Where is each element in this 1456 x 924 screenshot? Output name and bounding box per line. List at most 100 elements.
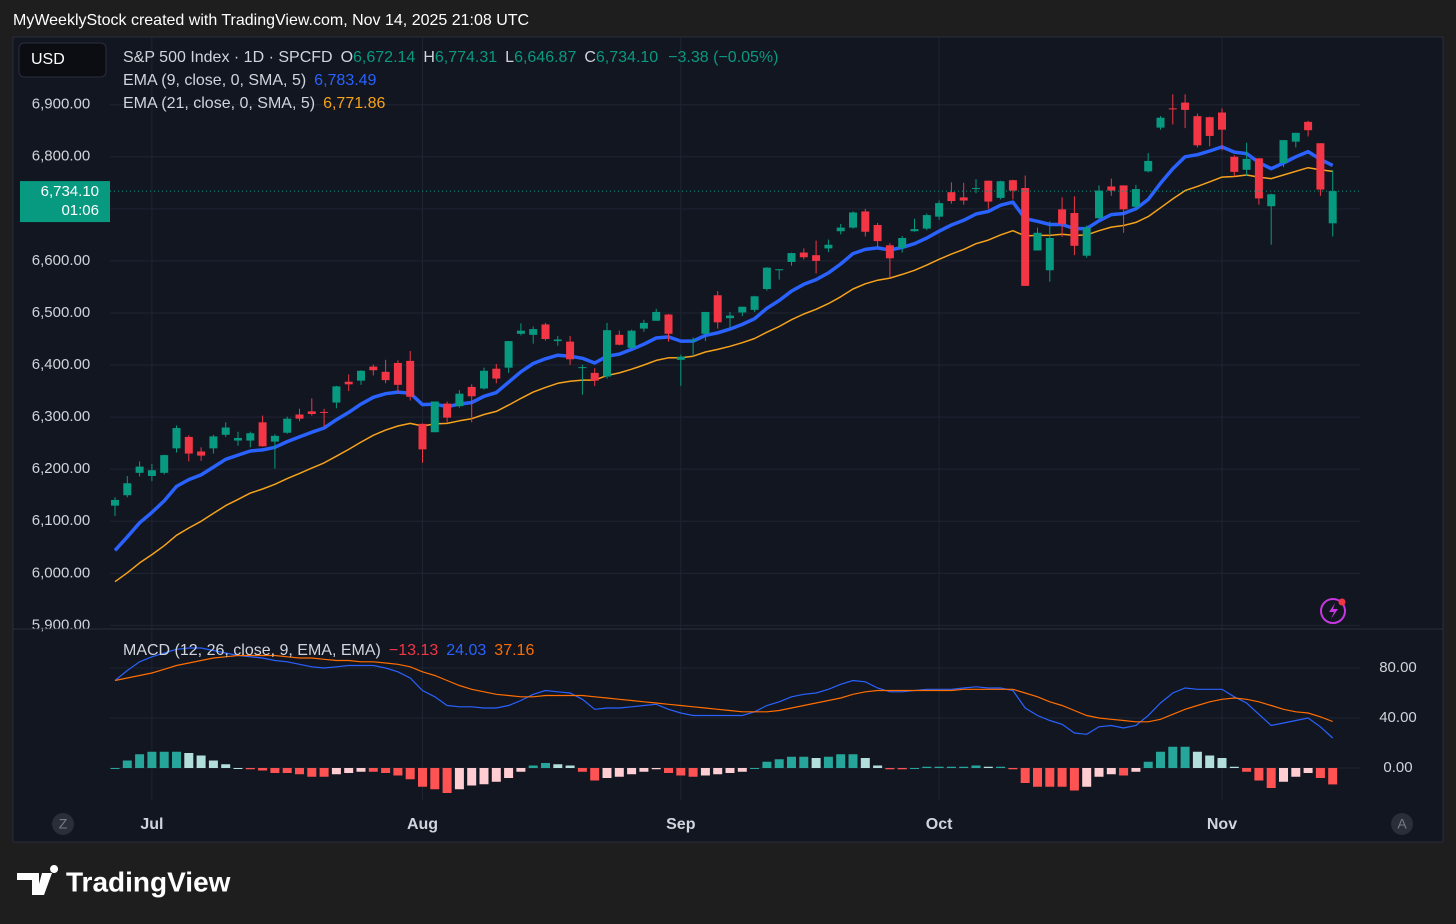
histogram-bar	[208, 760, 218, 768]
histogram-bar	[836, 754, 846, 768]
legend-value: 6,783.49	[314, 72, 376, 89]
histogram-bar	[491, 768, 501, 782]
banner: MyWeeklyStock created with TradingView.c…	[13, 12, 529, 29]
candle-body	[1156, 117, 1165, 128]
scale-button[interactable]	[52, 813, 74, 835]
histogram-bar	[959, 766, 969, 768]
candle-body	[701, 311, 710, 334]
ema-line	[113, 145, 1334, 552]
candle-body	[184, 436, 193, 454]
ohlc-value: 6,774.31	[435, 49, 497, 66]
candle-body	[541, 324, 550, 340]
histogram-bar	[282, 768, 292, 773]
candle-body	[344, 381, 353, 385]
candle-body	[1131, 189, 1140, 207]
histogram-bar	[479, 768, 489, 785]
histogram-bar	[245, 768, 255, 770]
histogram-bar	[910, 768, 919, 769]
y-tick-label: 6,000.00	[32, 564, 90, 581]
histogram-bar	[418, 768, 427, 787]
candle-body	[332, 386, 341, 403]
histogram-bar	[799, 756, 809, 768]
y-tick-label: 6,200.00	[32, 460, 90, 477]
candle-body	[1291, 132, 1300, 142]
candle-body	[492, 368, 501, 379]
histogram-bar	[1033, 768, 1042, 787]
chart-panel	[12, 36, 1444, 843]
candle-body	[922, 215, 931, 229]
histogram-bar	[873, 765, 883, 768]
histogram-bar	[381, 768, 391, 773]
candle-body	[1242, 158, 1251, 170]
candle-body	[726, 315, 734, 319]
candle-body	[123, 483, 132, 496]
candle-body	[1193, 116, 1202, 146]
candle-body	[1082, 227, 1091, 256]
y-tick-label: 0.00	[1383, 759, 1412, 776]
ohlc-key: C	[584, 49, 596, 66]
histogram-bar	[368, 768, 378, 772]
alert-bolt	[1329, 603, 1338, 619]
candle-body	[603, 330, 611, 377]
ohlc-value: 6,734.10	[596, 49, 658, 66]
histogram-bar	[885, 768, 895, 770]
candle-body	[898, 237, 907, 248]
y-tick-label: 6,600.00	[32, 252, 90, 269]
candle-body	[1070, 212, 1079, 246]
histogram-bar	[233, 768, 243, 769]
histogram-bar	[135, 754, 145, 768]
change: −3.38 (−0.05%)	[668, 49, 778, 66]
candle-body	[1267, 194, 1276, 207]
candle-body	[393, 362, 402, 385]
candle-body	[430, 401, 439, 433]
candle-body	[1058, 209, 1067, 224]
histogram-bar	[1143, 761, 1153, 768]
candle-body	[258, 422, 267, 447]
scale-button-label: A	[1397, 816, 1407, 832]
histogram-bar	[1069, 768, 1079, 791]
candle-body	[1107, 186, 1116, 191]
histogram-bar	[1094, 768, 1104, 777]
histogram-bar	[270, 768, 280, 773]
candle-body	[1144, 160, 1153, 172]
histogram-bar	[1131, 768, 1141, 772]
candle-body	[1279, 140, 1288, 164]
candle-body	[885, 245, 894, 259]
candle-body	[455, 393, 464, 407]
candle-body	[406, 360, 415, 397]
legend-name: EMA (9, close, 0, SMA, 5)	[123, 72, 306, 89]
candle-body	[1230, 156, 1239, 172]
candle-body	[664, 314, 673, 334]
scale-button[interactable]	[1391, 813, 1413, 835]
candle-body	[861, 211, 870, 232]
histogram-bar	[504, 768, 514, 778]
legend-name: MACD (12, 26, close, 9, EMA, EMA)	[123, 642, 381, 659]
histogram-bar	[196, 755, 206, 768]
alert-dot	[1338, 598, 1346, 606]
candle-body	[1254, 158, 1263, 199]
y-tick-label: 6,800.00	[32, 148, 90, 165]
histogram-bar	[725, 768, 735, 773]
candle-body	[381, 371, 390, 381]
histogram-bar	[590, 768, 600, 781]
alert-icon[interactable]	[1320, 598, 1346, 624]
candle-body	[1168, 108, 1177, 110]
histogram-bar	[467, 768, 477, 786]
histogram-bar	[221, 764, 231, 768]
histogram-bar	[688, 768, 698, 777]
legend-value: 6,771.86	[323, 95, 385, 112]
histogram-bar	[122, 760, 132, 768]
candle-body	[836, 227, 845, 232]
legend-value: 37.16	[494, 642, 534, 659]
candle-body	[1218, 112, 1226, 130]
candle-body	[504, 341, 513, 368]
y-tick-label: 5,900.00	[32, 616, 90, 633]
candle-body	[1316, 143, 1325, 190]
histogram-bar	[627, 768, 637, 775]
y-tick-label: 40.00	[1379, 709, 1417, 726]
currency-button[interactable]	[18, 42, 107, 78]
candle-body	[849, 212, 857, 228]
histogram-bar	[442, 768, 452, 793]
candle-body	[516, 330, 525, 334]
histogram-bar	[393, 768, 403, 776]
